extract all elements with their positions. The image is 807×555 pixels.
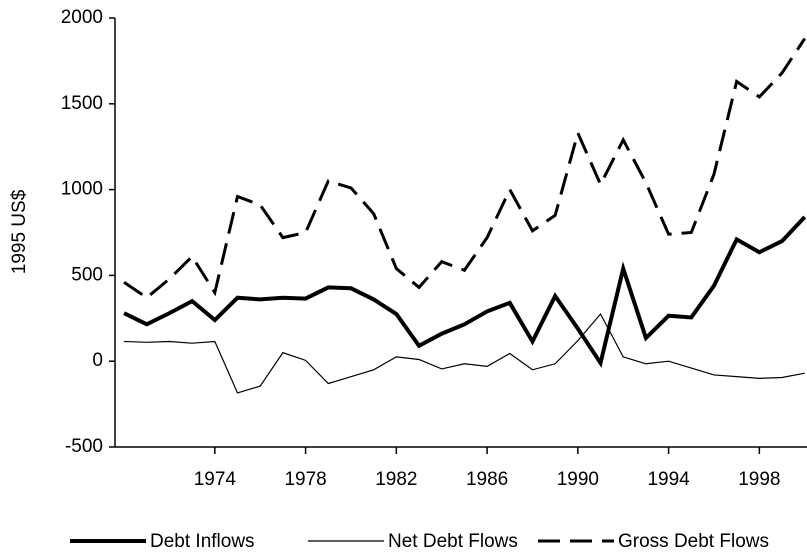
- y-tick-label: 1000: [61, 179, 103, 200]
- x-tick-label: 1998: [738, 469, 780, 490]
- series-line: [123, 37, 806, 300]
- series-line: [124, 312, 805, 394]
- y-tick-label: -500: [65, 436, 103, 457]
- x-tick-label: 1978: [284, 469, 326, 490]
- legend-label: Gross Debt Flows: [618, 531, 769, 552]
- legend-label: Debt Inflows: [150, 531, 255, 552]
- x-tick-label: 1982: [375, 469, 417, 490]
- y-axis-label: 1995 US$: [9, 189, 30, 274]
- x-tick-label: 1974: [194, 469, 237, 490]
- x-tick-label: 1994: [647, 469, 690, 490]
- legend-label: Net Debt Flows: [388, 531, 518, 552]
- series-line: [123, 215, 807, 368]
- y-tick-label: 1500: [61, 93, 103, 114]
- y-tick-label: 2000: [61, 7, 103, 28]
- y-tick-label: 500: [71, 264, 103, 285]
- x-tick-label: 1990: [557, 469, 599, 490]
- x-tick-label: 1986: [466, 469, 508, 490]
- y-tick-label: 0: [92, 350, 103, 371]
